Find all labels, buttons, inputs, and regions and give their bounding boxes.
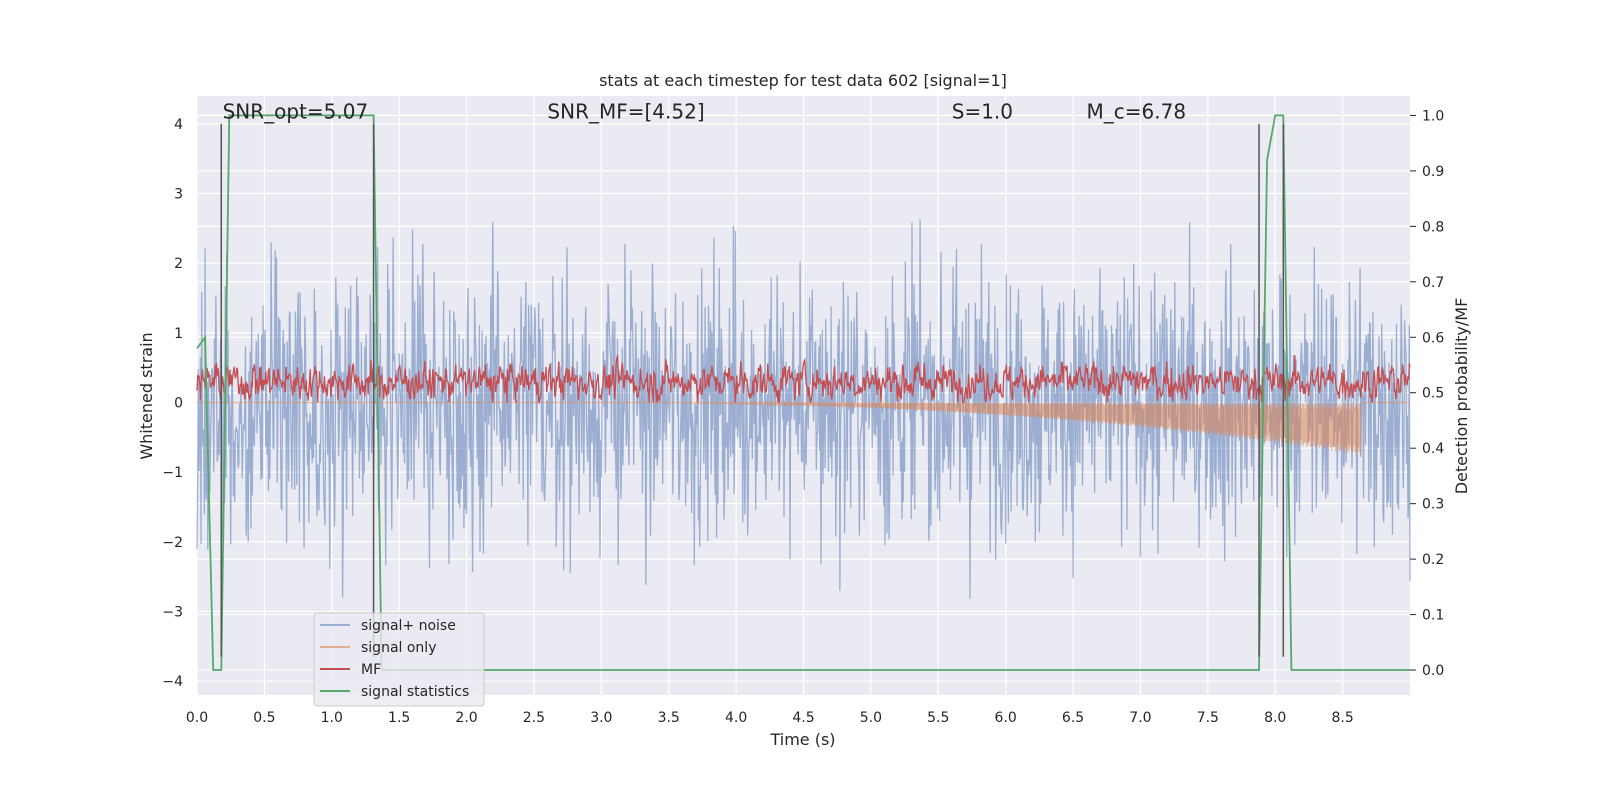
x-tick-label: 2.0	[455, 710, 477, 726]
y-axis-label-left: Whitened strain	[137, 332, 156, 459]
y-tick-label-right: 0.4	[1422, 441, 1444, 457]
y-tick-label-left: −2	[162, 535, 183, 551]
y-tick-label-right: 0.0	[1422, 663, 1444, 679]
legend-box	[313, 612, 485, 707]
series-signal-noise	[196, 219, 1411, 599]
x-tick-label: 5.0	[860, 710, 882, 726]
y-tick-label-right: 0.7	[1422, 275, 1444, 291]
x-tick-label: 1.0	[321, 710, 343, 726]
y-tick-label-left: −4	[162, 674, 183, 690]
y-tick-label-left: 4	[174, 117, 183, 133]
y-tick-label-right: 0.6	[1422, 330, 1444, 346]
y-tick-label-left: 1	[174, 326, 183, 342]
legend-label-mf: MF	[361, 662, 381, 678]
x-tick-label: 6.5	[1062, 710, 1084, 726]
y-tick-label-left: 2	[174, 256, 183, 272]
x-tick-label: 1.5	[388, 710, 410, 726]
legend-label-signal-statistics: signal statistics	[361, 684, 469, 700]
y-tick-label-right: 0.1	[1422, 608, 1444, 624]
legend: signal+ noise signal only MF signal stat…	[313, 612, 485, 707]
x-tick-label: 7.0	[1129, 710, 1151, 726]
y-tick-label-right: 0.3	[1422, 497, 1444, 513]
x-tick-label: 0.0	[186, 710, 208, 726]
annotation: SNR_MF=[4.52]	[547, 99, 704, 123]
x-tick-label: 7.5	[1197, 710, 1219, 726]
x-tick-label: 6.0	[995, 710, 1017, 726]
annotations: SNR_opt=5.07 SNR_MF=[4.52] S=1.0 M_c=6.78	[223, 99, 1186, 123]
y-tick-label-left: −3	[162, 604, 183, 620]
x-tick-label: 3.0	[590, 710, 612, 726]
annotation: SNR_opt=5.07	[223, 99, 369, 123]
y-tick-label-left: 3	[174, 187, 183, 203]
tick-labels: 0.0 0.5 1.0 1.5 2.0 2.5 3.0 3.5 4.0 4.5 5.0 5.5 6.0 6…	[162, 108, 1444, 726]
x-axis-label: Time (s)	[769, 730, 835, 749]
annotation: S=1.0	[952, 99, 1013, 123]
x-tick-label: 4.0	[725, 710, 747, 726]
x-tick-label: 8.5	[1331, 710, 1353, 726]
legend-label-signal-noise: signal+ noise	[361, 618, 456, 634]
x-tick-label: 3.5	[658, 710, 680, 726]
x-tick-label: 5.5	[927, 710, 949, 726]
y-axis-label-right: Detection probability/MF	[1452, 298, 1471, 495]
x-tick-label: 0.5	[253, 710, 275, 726]
chart-title: stats at each timestep for test data 602…	[599, 71, 1007, 90]
x-tick-label: 2.5	[523, 710, 545, 726]
y-tick-label-right: 0.5	[1422, 386, 1444, 402]
series-signal-only	[197, 400, 1410, 455]
annotation: M_c=6.78	[1087, 99, 1187, 123]
y-tick-label-right: 0.8	[1422, 219, 1444, 235]
y-tick-label-right: 0.2	[1422, 552, 1444, 568]
y-tick-label-left: −1	[162, 465, 183, 481]
y-tick-label-left: 0	[174, 395, 183, 411]
series-mf	[196, 353, 1411, 405]
vertical-markers	[220, 123, 1285, 657]
x-tick-label: 4.5	[792, 710, 814, 726]
y-tick-label-right: 0.9	[1422, 164, 1444, 180]
legend-label-signal-only: signal only	[361, 640, 436, 656]
y-tick-label-right: 1.0	[1422, 108, 1444, 124]
x-tick-label: 8.0	[1264, 710, 1286, 726]
